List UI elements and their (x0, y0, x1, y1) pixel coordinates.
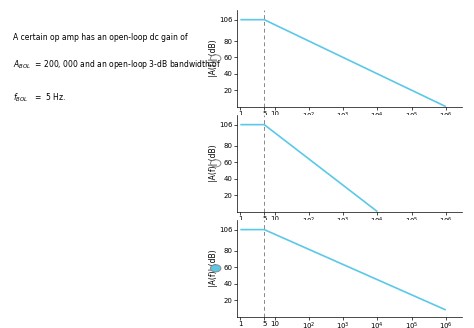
Y-axis label: |A(f)| (dB): |A(f)| (dB) (209, 249, 218, 287)
Text: A certain op amp has an open-loop dc gain of: A certain op amp has an open-loop dc gai… (13, 33, 188, 42)
Text: $A_{BOL}$  = 200, 000 and an open-loop 3-dB bandwidth of: $A_{BOL}$ = 200, 000 and an open-loop 3-… (13, 58, 221, 71)
Y-axis label: |A(f)| (dB): |A(f)| (dB) (209, 39, 218, 77)
Text: $f_{BOL}$   =  5 Hz.: $f_{BOL}$ = 5 Hz. (13, 92, 66, 104)
Y-axis label: |A(f)| (dB): |A(f)| (dB) (209, 144, 218, 182)
